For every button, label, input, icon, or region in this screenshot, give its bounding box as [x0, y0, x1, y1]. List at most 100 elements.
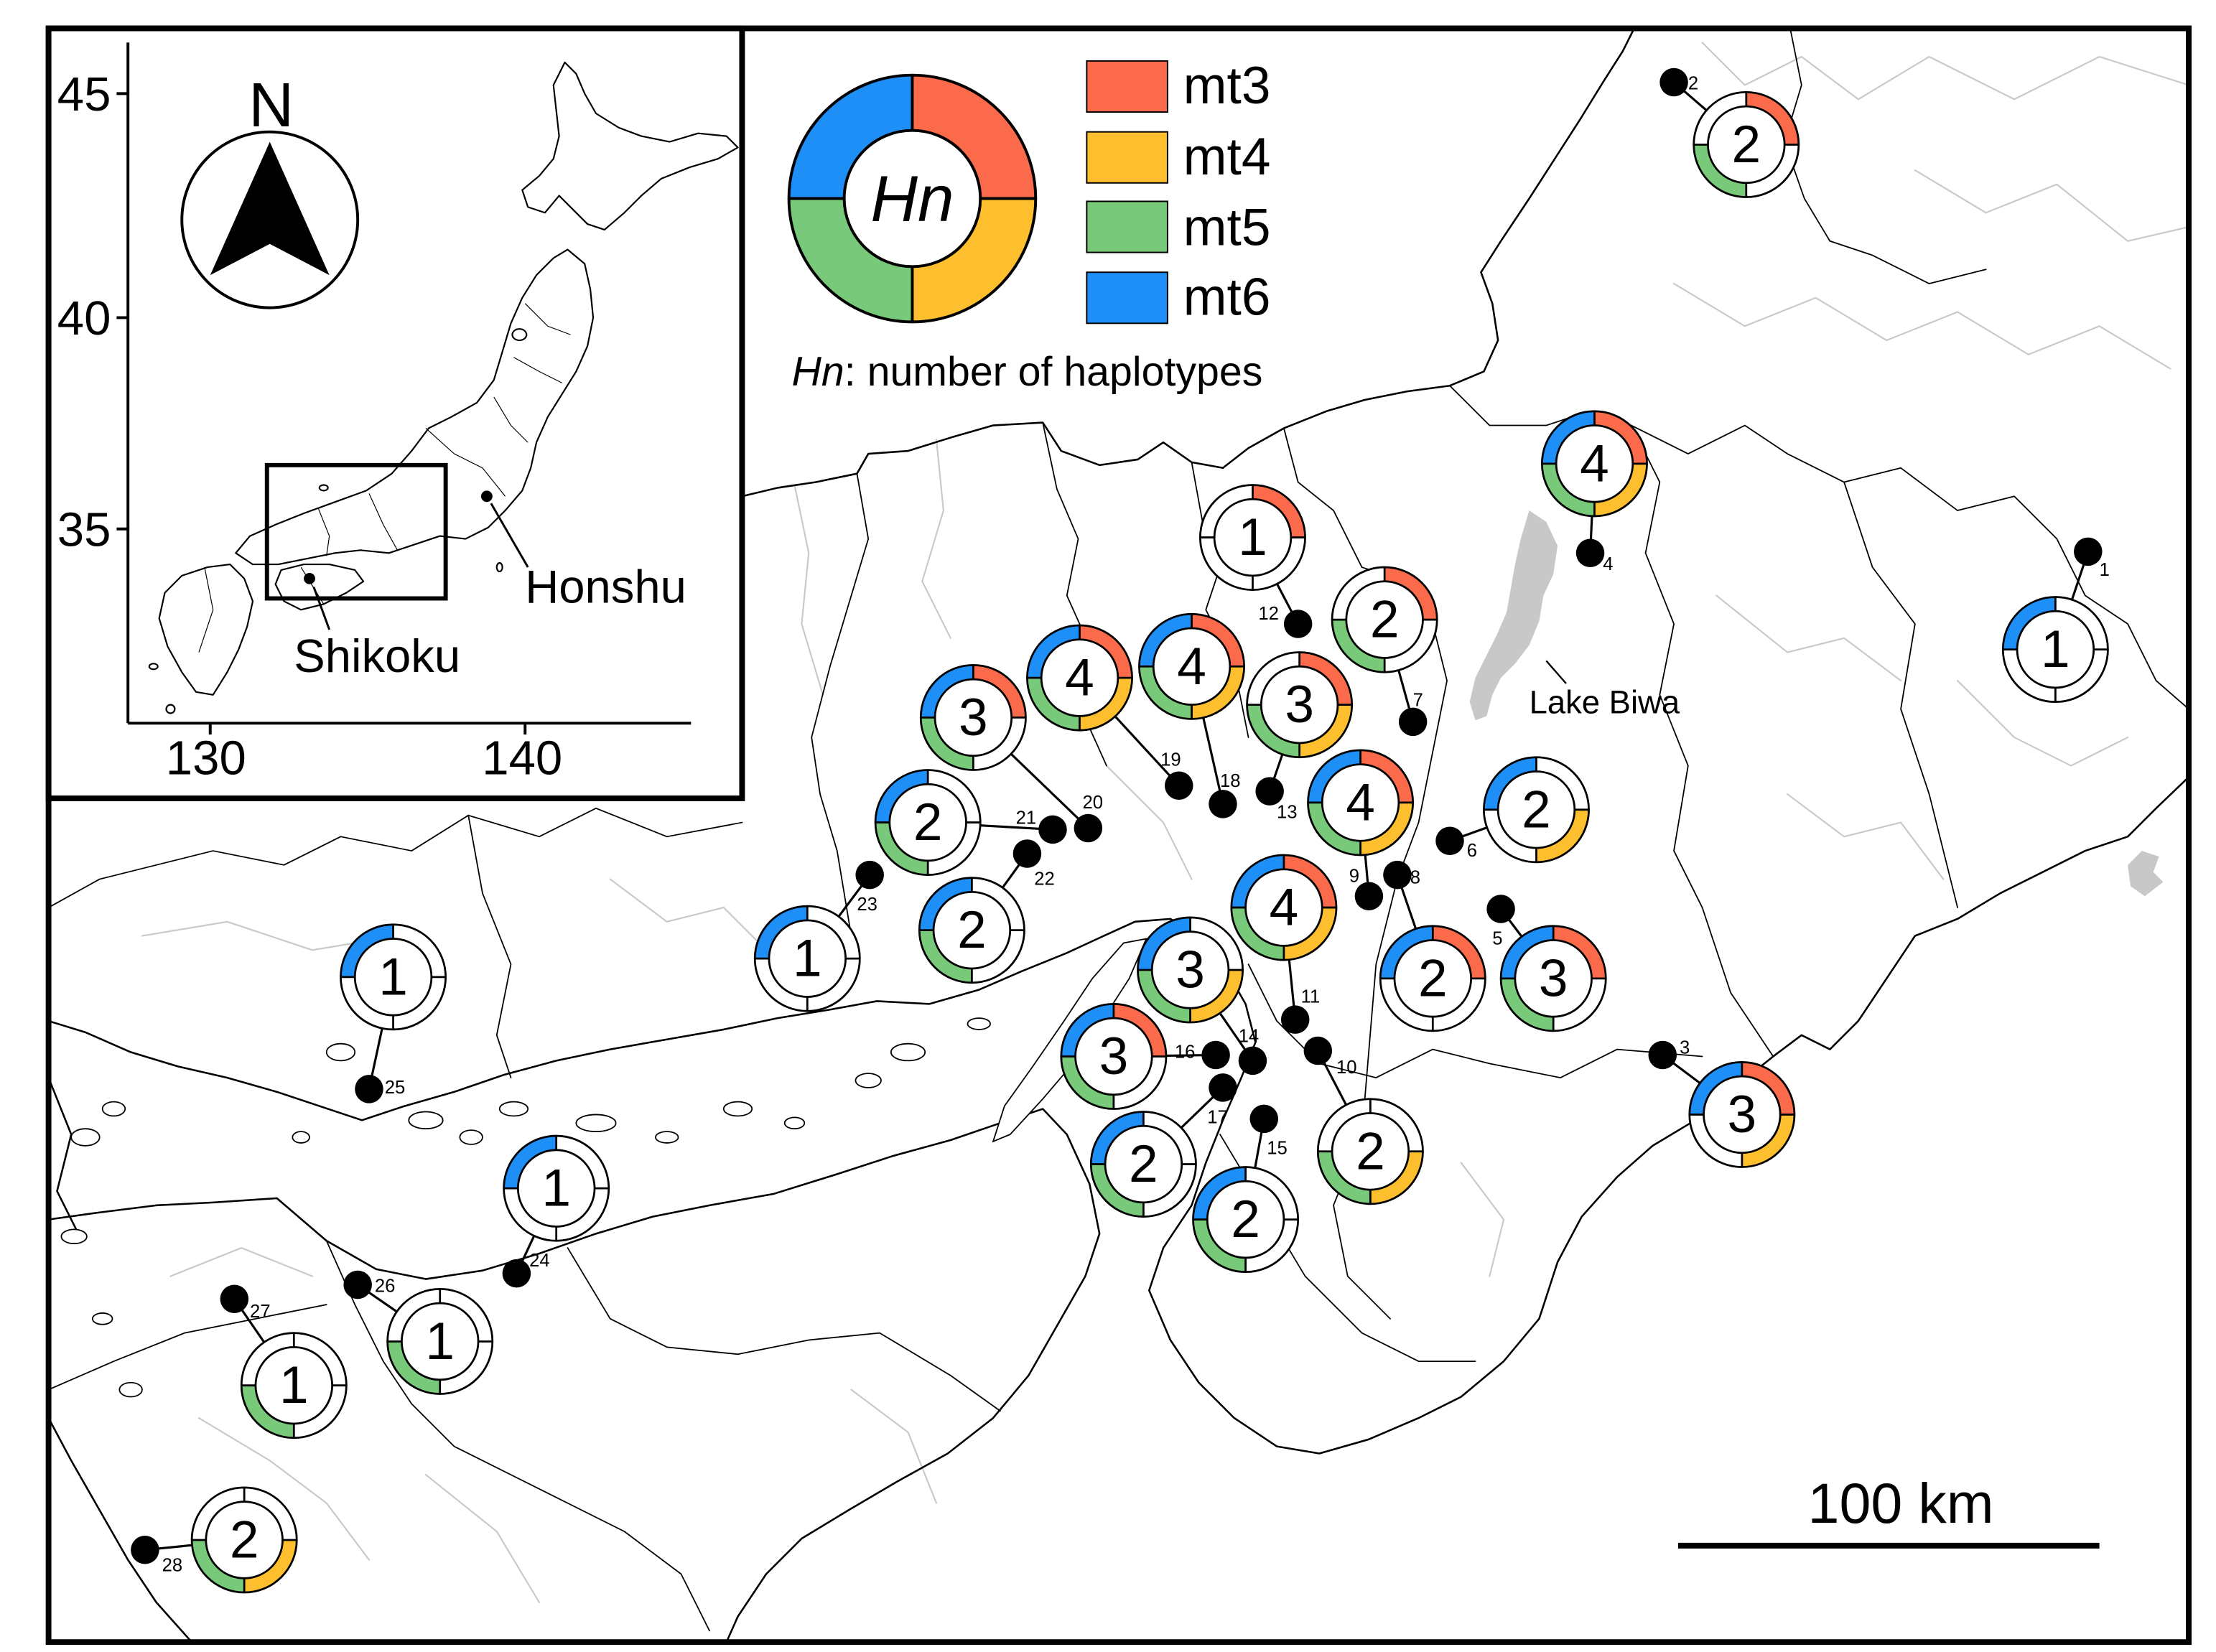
shikoku-leader-line: [312, 587, 331, 630]
site-ring-segment-mt6: [503, 1136, 557, 1189]
site-marker-dot: [1209, 790, 1237, 818]
legend: Hn mt3 mt4 mt5 mt6 Hn: number of haploty…: [787, 57, 1270, 395]
minor-boundary: [1460, 1162, 1505, 1277]
site-ring-segment-mt4: [1191, 666, 1244, 719]
site-ring-segment-mt6: [1308, 750, 1361, 803]
coastline-shikoku: [47, 1108, 1101, 1643]
site-haplotype-count: 1: [541, 1159, 571, 1218]
legend-ring-segment-mt4: [912, 198, 1036, 322]
minor-boundary: [424, 1474, 541, 1603]
site-ring-segment-mt3: [1594, 411, 1647, 464]
site-ring-segment-mt4: [1741, 1114, 1794, 1167]
site-ring-segment-mt4: [1079, 678, 1132, 731]
site-haplotype-count: 2: [1231, 1190, 1260, 1249]
prefecture-boundary: [47, 807, 743, 908]
site-ring: 1: [753, 905, 861, 1012]
site-markers: [131, 67, 2103, 1564]
islet: [855, 1073, 882, 1088]
legend-ring: [787, 73, 1038, 324]
site-ring-segment-mt6: [1689, 1062, 1742, 1115]
site-ring: 2: [874, 769, 982, 877]
site-haplotype-count: 4: [1065, 649, 1094, 707]
site-ring-segment-mt4: [1190, 969, 1243, 1023]
coastline-shikoku-southwest: [47, 1417, 193, 1643]
site-ring-segment-mt5: [241, 1385, 294, 1438]
site-haplotype-count: 1: [1238, 508, 1267, 566]
lake-biwa-annotation: Lake Biwa: [1530, 660, 1680, 720]
site-ring-segment-mt3: [1384, 567, 1438, 620]
coastline-sea-of-japan: [741, 27, 1636, 498]
site-ring: 1: [340, 923, 447, 1031]
site-number-label: 22: [1034, 869, 1055, 889]
site-ring-segment-mt5: [1027, 678, 1080, 731]
site-marker-dot: [1486, 895, 1515, 923]
site-ring: 1: [386, 1287, 494, 1395]
prefecture-boundary: [467, 814, 512, 1078]
site-ring: 1: [1198, 484, 1306, 592]
legend-caption: Hn: number of haplotypes: [792, 349, 1263, 395]
islet: [498, 1101, 529, 1117]
site-ring-segment-mt4: [1594, 463, 1647, 516]
site-ring: 3: [919, 663, 1027, 771]
minor-boundary: [793, 484, 824, 696]
site-ring-segment-mt4: [1370, 1151, 1423, 1204]
site-number-label: 17: [1207, 1107, 1228, 1127]
site-ring-segment-mt5: [875, 822, 928, 875]
site-number-label: 12: [1258, 604, 1279, 624]
inset-kyushu: [158, 564, 254, 696]
site-ring-segment-mt3: [1433, 925, 1486, 979]
legend-swatch-mt4: [1086, 131, 1168, 184]
site-ring: 3: [1246, 651, 1354, 759]
inset-islet: [495, 562, 503, 573]
site-marker-dot: [1354, 882, 1384, 911]
site-marker-dot: [1238, 1046, 1267, 1075]
site-ring-segment-mt4: [1299, 704, 1352, 757]
north-arrow-icon: [210, 141, 330, 276]
site-ring-segment-mt5: [1061, 1056, 1114, 1109]
inset-prefecture-boundary: [368, 493, 398, 551]
inset-prefecture-boundary: [513, 357, 562, 383]
honshu-marker: [481, 490, 493, 503]
site-marker-dot: [1575, 538, 1605, 568]
legend-ring-segment-mt5: [788, 198, 913, 322]
site-number-label: 21: [1016, 808, 1037, 829]
site-ring-segment-mt6: [1061, 1004, 1114, 1057]
site-ring-segment-mt4: [1536, 809, 1589, 862]
site-haplotype-count: 2: [1370, 591, 1400, 649]
minor-boundary: [197, 1417, 371, 1561]
minor-boundary: [169, 1247, 314, 1277]
site-ring: 2: [1693, 90, 1800, 198]
site-marker-dot: [1038, 815, 1067, 844]
site-number-label: 20: [1082, 793, 1103, 813]
site-ring-segment-mt5: [1318, 1151, 1371, 1204]
site-number-label: 16: [1175, 1042, 1196, 1062]
site-number-label: 10: [1336, 1058, 1357, 1078]
islet: [292, 1131, 310, 1144]
site-marker-dot: [1249, 1104, 1279, 1134]
inset-islet: [318, 484, 329, 492]
legend-caption-text: : number of haplotypes: [844, 349, 1263, 395]
site-marker-dot: [2074, 537, 2103, 566]
site-number-label: 8: [1410, 867, 1420, 887]
site-number-label: 5: [1492, 928, 1502, 948]
site-ring-segment-mt6: [755, 906, 808, 959]
site-number-label: 14: [1239, 1027, 1260, 1047]
coastline-honshu-south: [47, 776, 2190, 1455]
honshu-label: Honshu: [525, 560, 686, 612]
site-ring: 2: [918, 877, 1025, 984]
site-number-label: 27: [250, 1302, 271, 1322]
inset-map: 45 40 35 130 140 N Honshu Shikoku: [45, 25, 745, 801]
inset-y-tick-label: 45: [57, 67, 111, 121]
inset-hokkaido: [521, 61, 739, 231]
site-number-label: 4: [1603, 554, 1613, 574]
site-number-label: 6: [1467, 841, 1477, 861]
minor-boundary: [921, 439, 951, 639]
site-haplotype-count: 4: [1177, 638, 1206, 696]
site-marker-dot: [855, 860, 884, 890]
prefecture-boundary: [567, 1247, 1001, 1412]
site-ring-segment-mt5: [1231, 907, 1284, 961]
site-marker-dot: [1165, 771, 1193, 800]
site-number-label: 7: [1413, 691, 1423, 711]
site-marker-dot: [343, 1270, 372, 1299]
site-ring-segment-mt6: [1027, 625, 1080, 678]
